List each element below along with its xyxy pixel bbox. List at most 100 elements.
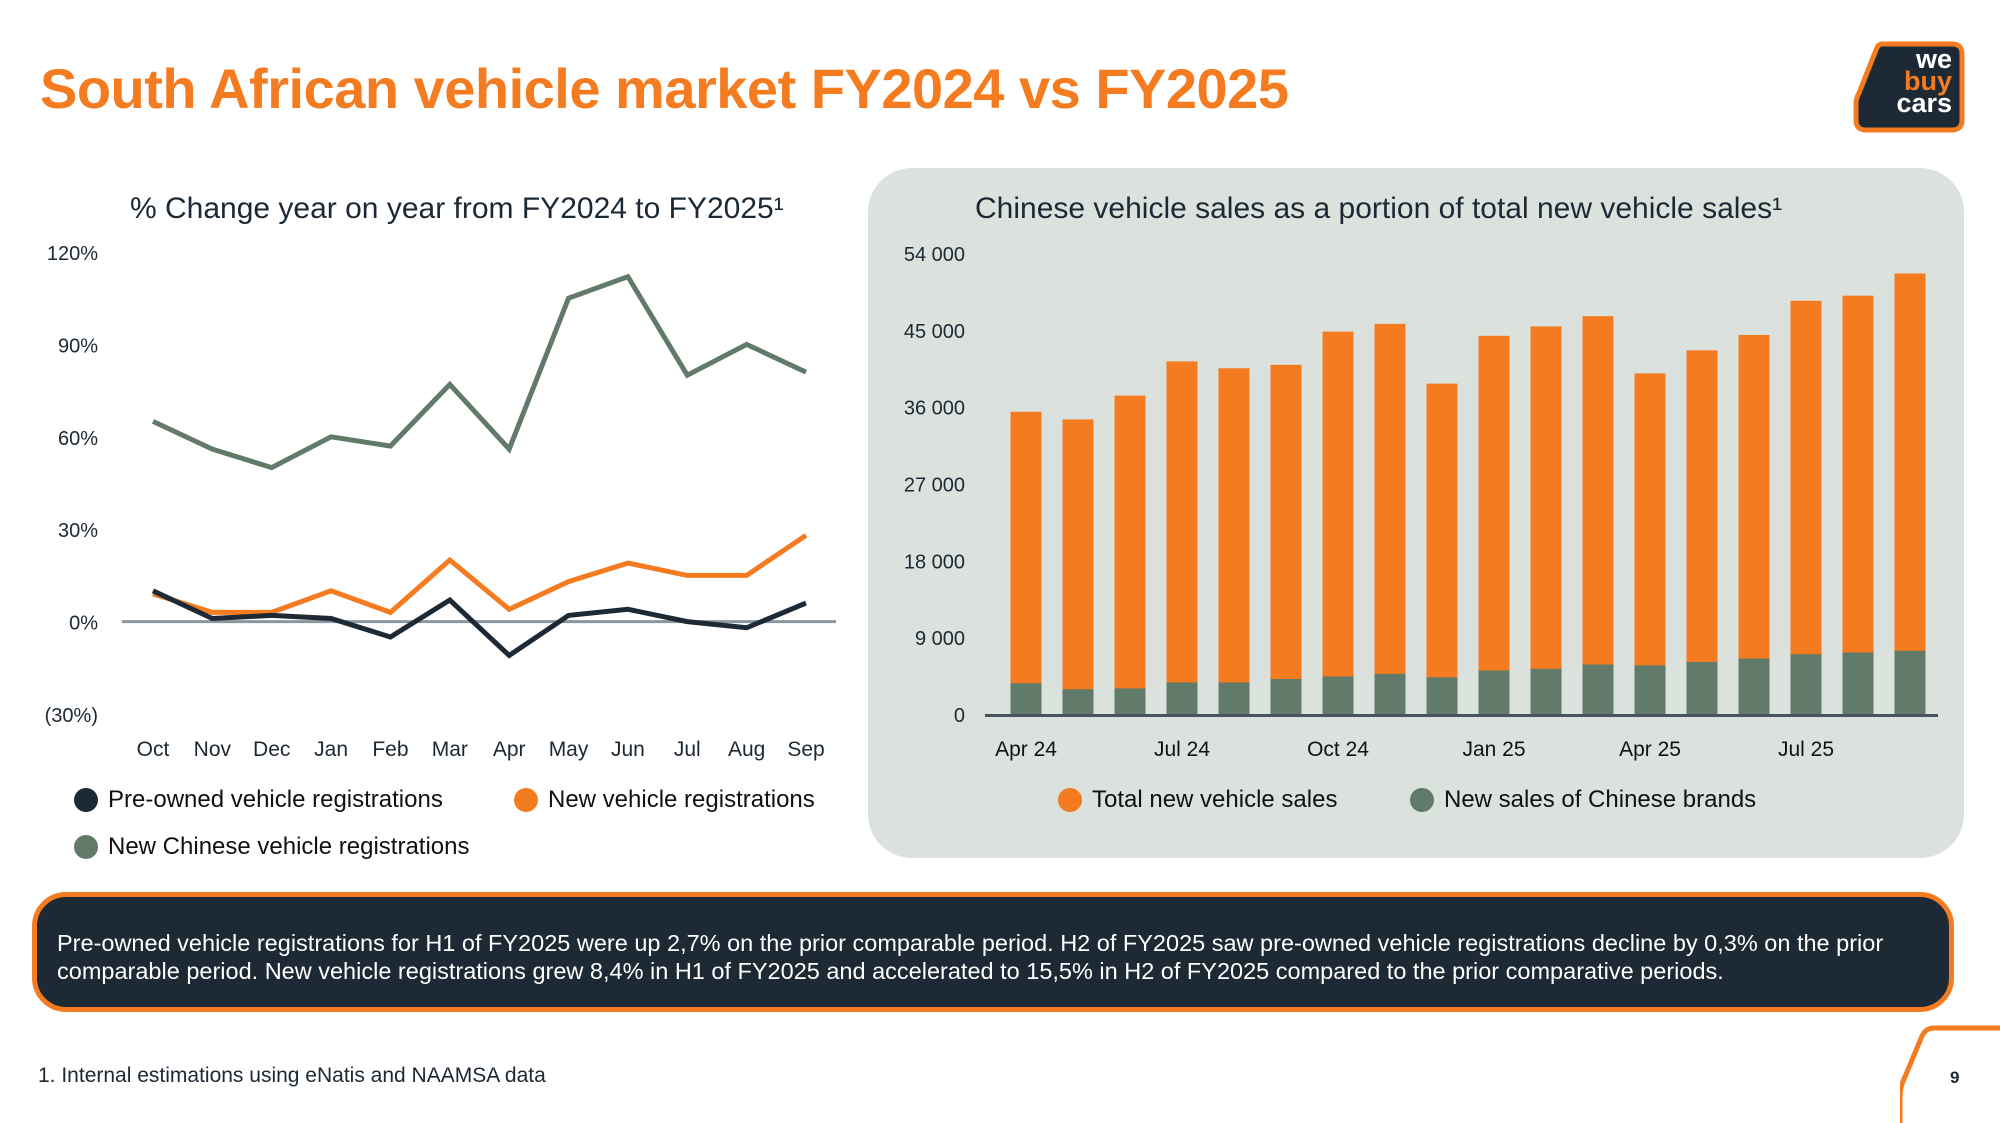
bar-chinese-sales [1218, 682, 1250, 714]
x-tick-label: Jul [674, 738, 701, 761]
y-tick-label: (30%) [45, 705, 98, 727]
y-tick-label: 120% [47, 243, 98, 265]
bar-total-sales [1426, 383, 1458, 714]
x-tick-label: Feb [372, 738, 408, 761]
x-tick-label: Nov [194, 738, 232, 761]
y-tick-label: 36 000 [904, 398, 965, 420]
bar-chart-panel [868, 168, 1964, 858]
bar-chinese-sales [1686, 661, 1718, 714]
line-series-new-chinese-vehicle-registrations [151, 273, 808, 471]
bar-total-sales [1218, 368, 1250, 714]
bar-chinese-sales [1374, 673, 1406, 714]
webuycars-logo: we buy cars [1852, 40, 1966, 134]
bar-total-sales [1270, 364, 1302, 714]
bar-total-sales [1530, 326, 1562, 714]
logo-cars: cars [1896, 88, 1952, 118]
legend-item-total-sales: Total new vehicle sales [1058, 786, 1337, 814]
bar-chart-title: Chinese vehicle sales as a portion of to… [975, 192, 1783, 225]
y-tick-label: 0% [69, 613, 98, 635]
bar-total-sales [1790, 300, 1822, 714]
bar-chinese-sales [1790, 654, 1822, 714]
y-tick-label: 30% [58, 520, 98, 542]
bar-total-sales [1582, 316, 1614, 714]
bar-chinese-sales [1114, 688, 1146, 714]
bar-chinese-sales [1738, 658, 1770, 714]
bar-total-sales [1010, 411, 1042, 714]
bar-total-sales [1322, 331, 1354, 714]
page-number-corner-shape [1900, 1025, 2000, 1123]
y-tick-label: 27 000 [904, 475, 965, 497]
y-tick-label: 45 000 [904, 321, 965, 343]
bar-chinese-sales [1166, 682, 1198, 714]
logo-badge-shape [1853, 41, 1965, 133]
legend-item-new: New vehicle registrations [514, 786, 815, 814]
legend-dot-preowned [74, 788, 98, 812]
x-tick-label: May [549, 738, 589, 761]
line-chart-title: % Change year on year from FY2024 to FY2… [130, 192, 784, 225]
x-tick-label: Jul 24 [1154, 738, 1210, 761]
bar-total-sales [1478, 335, 1510, 714]
legend-dot-new [514, 788, 538, 812]
bar-total-sales [1738, 334, 1770, 714]
bar-chinese-sales [1842, 652, 1874, 714]
legend-label-new: New vehicle registrations [548, 786, 815, 813]
y-tick-label: 0 [954, 705, 965, 727]
bar-total-sales [1842, 295, 1874, 714]
x-tick-label: Oct 24 [1307, 738, 1369, 761]
bar-chart: 0 9 000 18 000 27 000 36 000 45 000 54 000 Apr … [904, 244, 1938, 761]
x-tick-label: Jan [314, 738, 348, 761]
bar-total-sales [1062, 419, 1094, 714]
bar-total-sales [1166, 361, 1198, 714]
logo-we: we [1915, 44, 1952, 74]
x-tick-label: Apr 25 [1619, 738, 1681, 761]
x-tick-label: Dec [253, 738, 290, 761]
legend-dot-chinese-sales [1410, 788, 1434, 812]
logo-buy: buy [1903, 66, 1952, 96]
bar-total-sales [1894, 273, 1926, 714]
legend-item-preowned: Pre-owned vehicle registrations [74, 786, 443, 814]
line-series-pre-owned-vehicle-registrations [151, 588, 807, 659]
page-title: South African vehicle market FY2024 vs F… [40, 57, 1289, 120]
x-tick-label: Jun [611, 738, 645, 761]
line-chart: 120% 90% 60% 30% 0% (30%) Oct Nov Dec Jan Feb Mar Ap… [45, 243, 836, 761]
page-number: 9 [1950, 1068, 1960, 1087]
legend-dot-total-sales [1058, 788, 1082, 812]
footnote: 1. Internal estimations using eNatis and… [38, 1064, 546, 1087]
bar-chinese-sales [1530, 668, 1562, 714]
legend-dot-chinese [74, 835, 98, 859]
y-tick-label: 60% [58, 428, 98, 450]
legend-label-total-sales: Total new vehicle sales [1092, 786, 1338, 813]
x-tick-label: Oct [137, 738, 170, 761]
x-tick-label: Apr 24 [995, 738, 1057, 761]
summary-callout: Pre-owned vehicle registrations for H1 o… [32, 892, 1954, 1012]
bar-total-sales [1634, 373, 1666, 714]
y-tick-label: 90% [58, 335, 98, 357]
y-tick-label: 54 000 [904, 244, 965, 266]
bar-chinese-sales [1426, 677, 1458, 714]
y-tick-label: 9 000 [915, 628, 965, 650]
bar-chinese-sales [1062, 689, 1094, 714]
x-tick-label: Jan 25 [1462, 738, 1525, 761]
bar-total-sales [1114, 395, 1146, 714]
x-tick-label: Mar [432, 738, 468, 761]
bar-chinese-sales [1270, 678, 1302, 714]
bar-total-sales [1374, 323, 1406, 714]
legend-item-chinese: New Chinese vehicle registrations [74, 833, 470, 861]
legend-label-preowned: Pre-owned vehicle registrations [108, 786, 443, 813]
bar-chinese-sales [1478, 670, 1510, 714]
bar-total-sales [1686, 350, 1718, 714]
line-series-new-vehicle-registrations [152, 533, 808, 616]
bar-chinese-sales [1010, 683, 1042, 714]
x-tick-label: Apr [493, 738, 526, 761]
legend-label-chinese: New Chinese vehicle registrations [108, 833, 470, 860]
bar-chinese-sales [1322, 676, 1354, 714]
x-tick-label: Sep [787, 738, 824, 761]
y-tick-label: 18 000 [904, 551, 965, 573]
bar-chinese-sales [1894, 650, 1926, 714]
x-tick-label: Aug [728, 738, 765, 761]
bar-chinese-sales [1582, 664, 1614, 714]
bar-chinese-sales [1634, 665, 1666, 714]
logo-text: we buy cars [1896, 44, 1952, 118]
legend-label-chinese-sales: New sales of Chinese brands [1444, 786, 1757, 813]
x-tick-label: Jul 25 [1778, 738, 1834, 761]
